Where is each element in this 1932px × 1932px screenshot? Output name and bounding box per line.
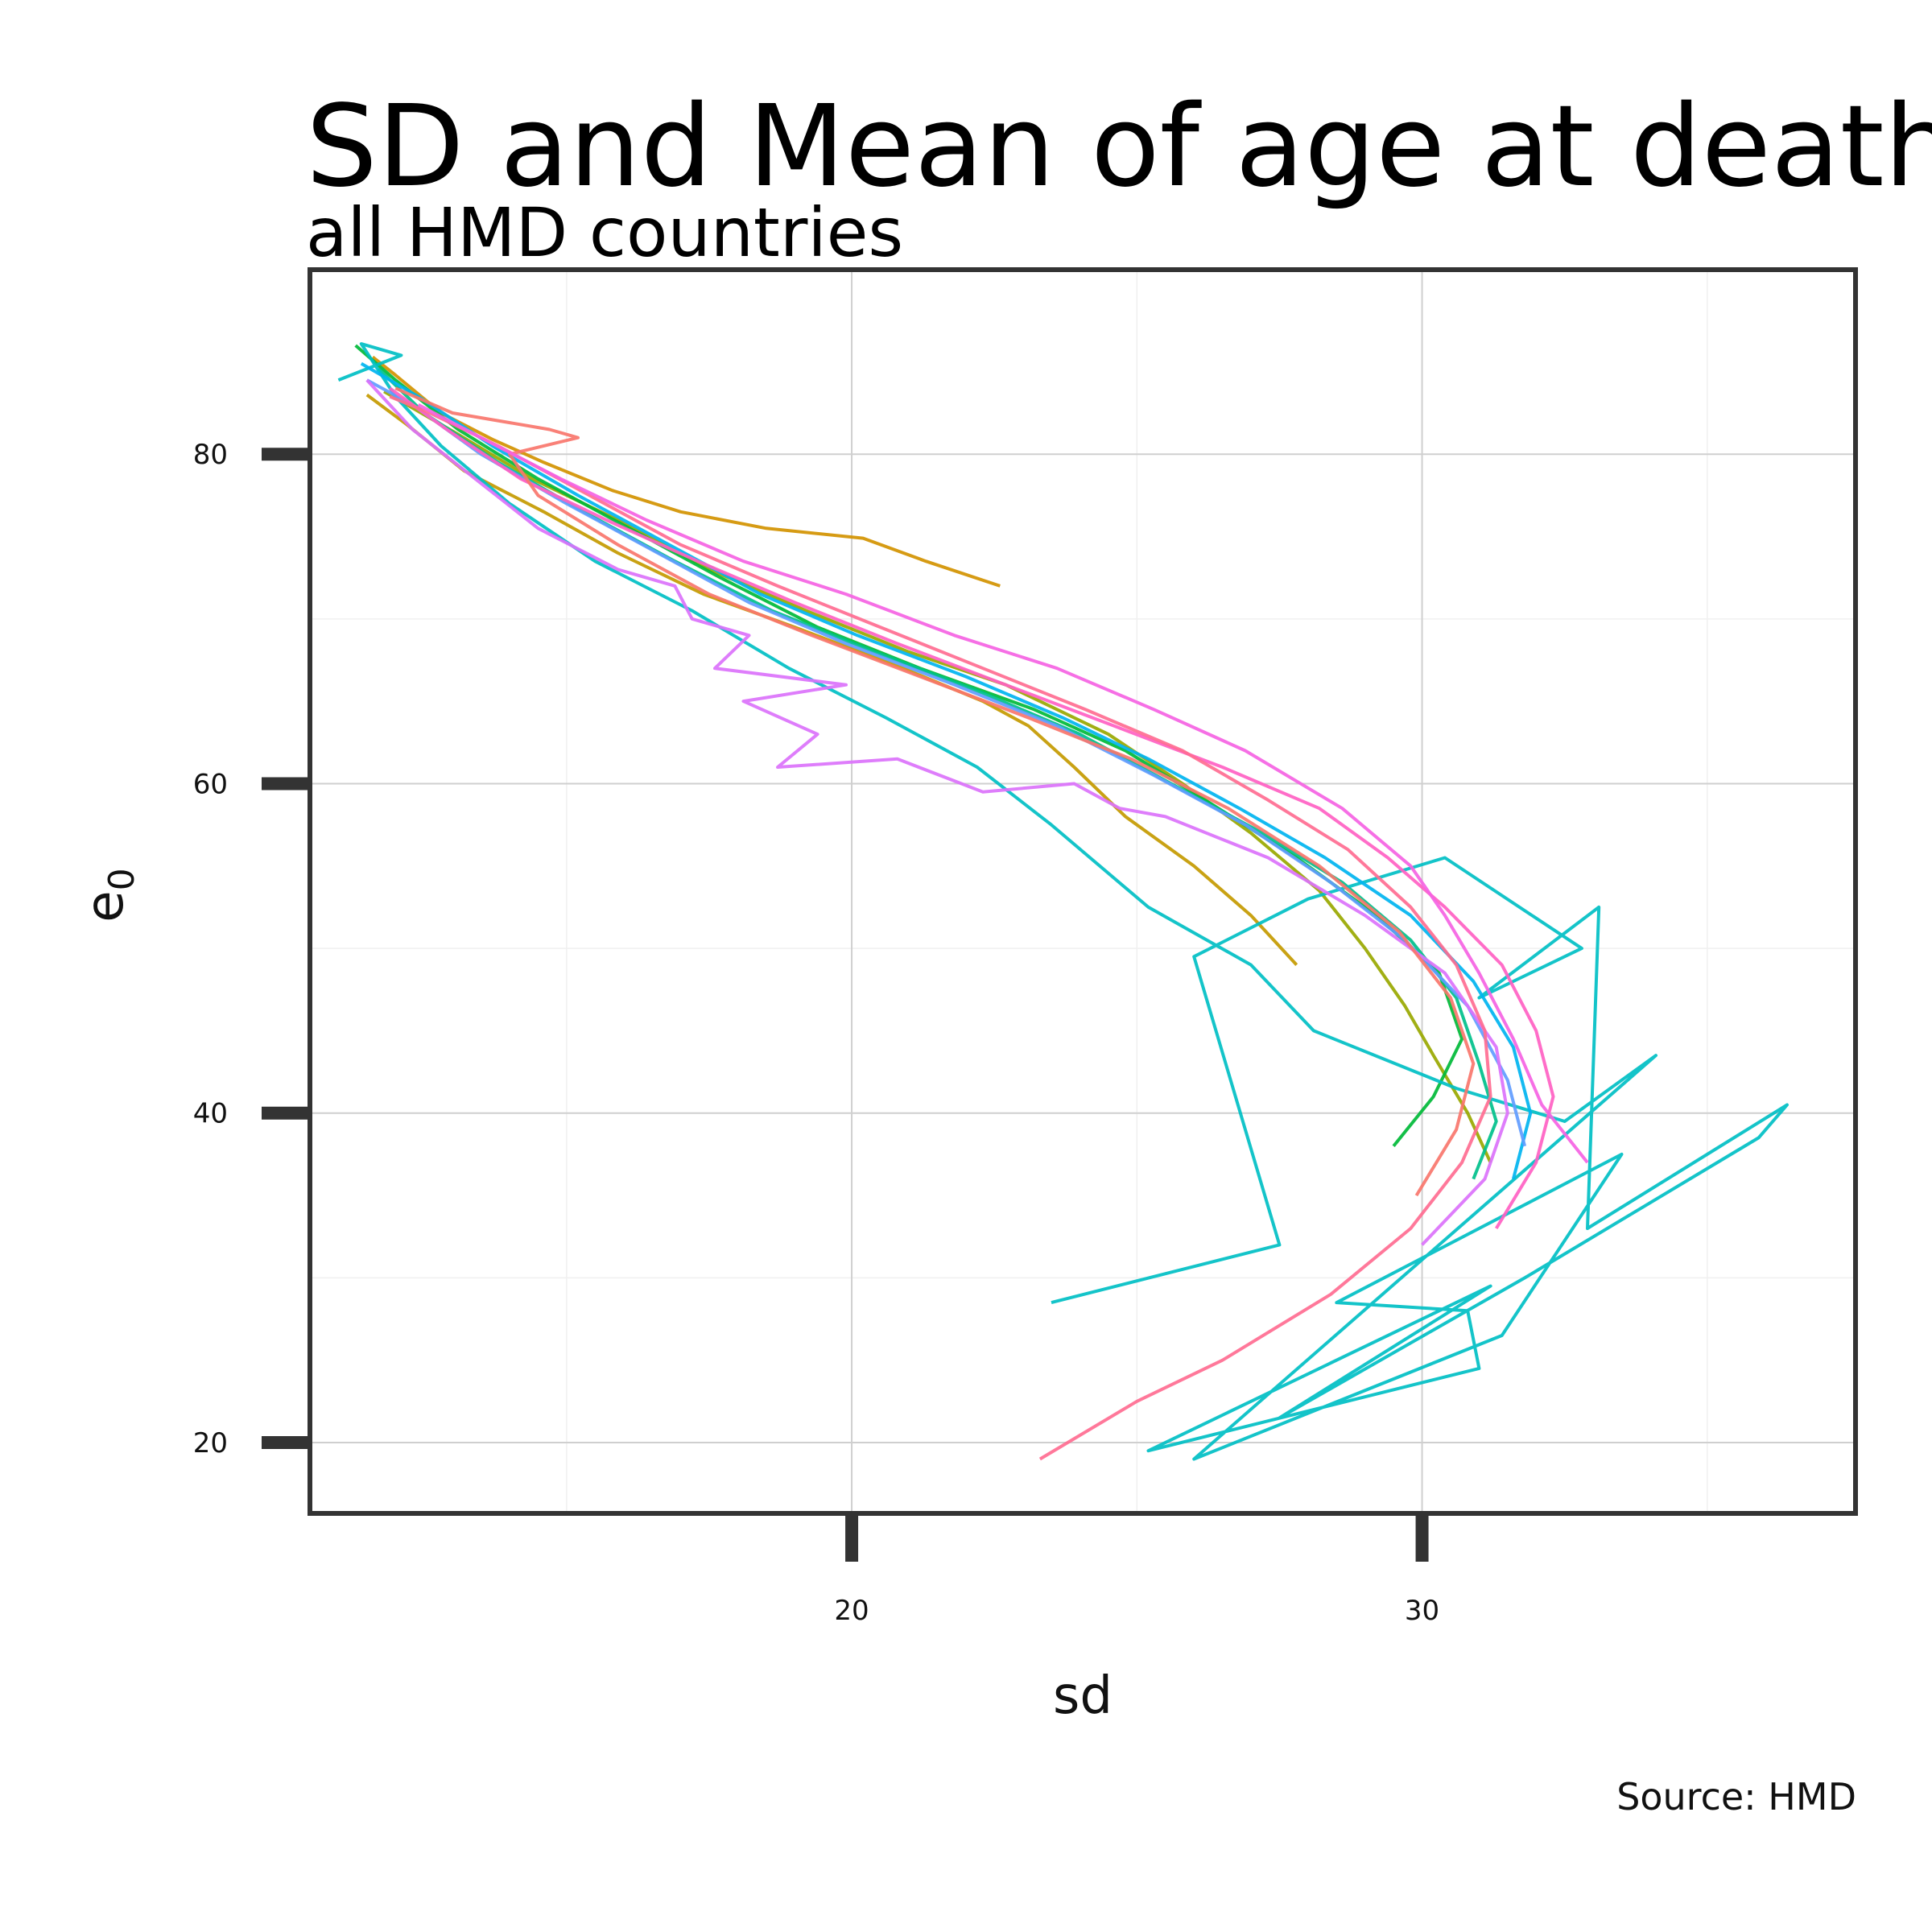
y-axis-title: e0 — [76, 868, 142, 922]
x-tick-label: 30 — [1405, 1595, 1439, 1627]
series-line — [360, 361, 1533, 1180]
y-axis-title-subscript: 0 — [101, 868, 142, 890]
series-line — [365, 393, 1298, 966]
series-line — [337, 342, 1789, 1461]
series-line — [365, 378, 1509, 1246]
x-tick-label: 20 — [834, 1595, 869, 1627]
caption: Source: HMD — [1616, 1775, 1856, 1818]
series-lines — [337, 342, 1789, 1461]
y-tick-label: 60 — [193, 768, 228, 800]
minor-gridlines — [310, 270, 1856, 1513]
plot-panel-border — [308, 267, 1858, 1516]
series-line — [354, 344, 1464, 1147]
chart-title: SD and Mean of age at death — [306, 81, 1932, 213]
major-gridlines — [310, 270, 1856, 1513]
y-axis-title-main: e — [76, 890, 135, 922]
series-line — [365, 378, 1527, 1147]
series-line — [389, 386, 1555, 1230]
y-tick-label: 20 — [193, 1427, 228, 1459]
chart-subtitle: all HMD countries — [306, 193, 903, 272]
series-line — [389, 394, 1492, 1461]
y-tick-label: 80 — [193, 439, 228, 471]
y-axis-ticks: 20 40 60 80 — [193, 439, 310, 1459]
series-line — [383, 390, 1492, 1163]
x-axis-title: sd — [1053, 1666, 1113, 1726]
x-axis-ticks: 20 30 — [834, 1513, 1439, 1627]
series-line — [417, 403, 1589, 1164]
series-line — [394, 386, 1476, 1197]
y-tick-label: 40 — [193, 1098, 228, 1130]
